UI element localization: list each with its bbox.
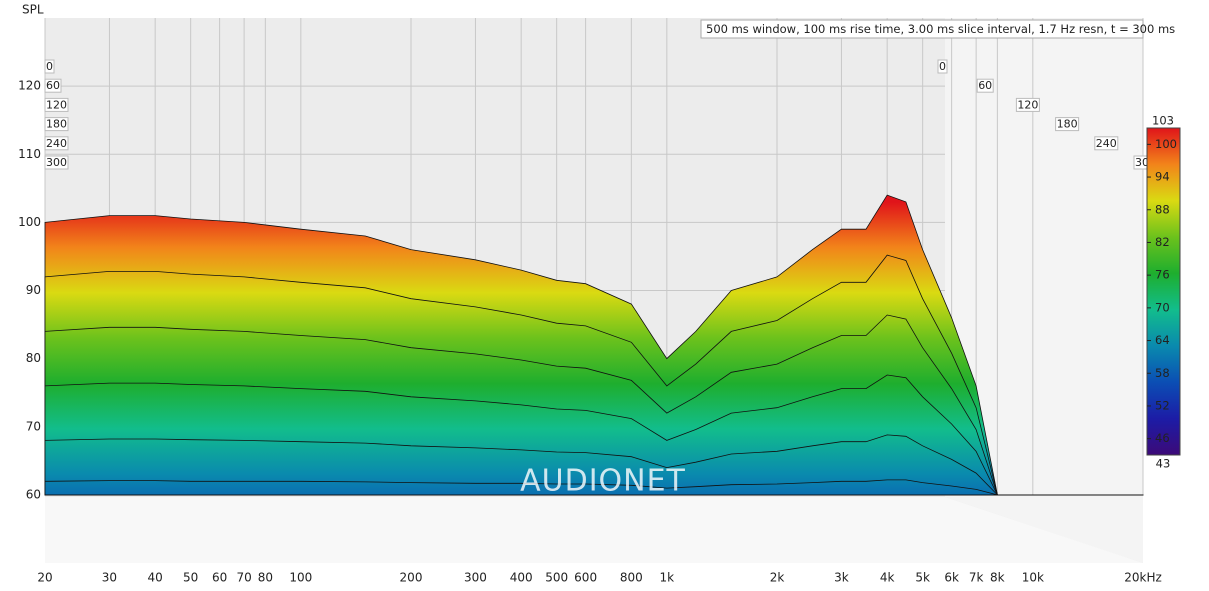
x-tick-label: 400: [510, 571, 533, 585]
x-tick-label: 40: [148, 571, 163, 585]
time-label-box: [1015, 97, 1040, 112]
watermark: AUDIONET: [520, 464, 686, 499]
annotation-box: [700, 19, 1144, 39]
time-label: 120: [46, 98, 67, 111]
time-label: 60: [46, 79, 60, 92]
y-tick-label: 60: [26, 487, 41, 501]
time-label-box: [44, 97, 69, 112]
y-tick-label: 70: [26, 419, 41, 433]
x-tick-label: 8k: [990, 571, 1005, 585]
time-label: 300: [46, 156, 67, 169]
x-tick-label: 20kHz: [1124, 571, 1162, 585]
colorbar-tick-label: 52: [1155, 398, 1170, 412]
x-tick-label: 4k: [880, 571, 895, 585]
x-tick-label: 50: [183, 571, 198, 585]
colorbar-tick-label: 64: [1155, 333, 1170, 347]
time-label: 60: [978, 79, 992, 92]
colorbar-min-label: 43: [1156, 457, 1171, 471]
x-tick-label: 2k: [770, 571, 785, 585]
x-tick-label: 3k: [834, 571, 849, 585]
floor: [45, 497, 1143, 563]
x-tick-label: 100: [289, 571, 312, 585]
x-tick-label: 6k: [944, 571, 959, 585]
time-label: 0: [46, 60, 53, 73]
time-label: 180: [46, 118, 67, 131]
colorbar-tick-label: 76: [1155, 268, 1170, 282]
x-tick-label: 300: [464, 571, 487, 585]
annotation: 500 ms window, 100 ms rise time, 3.00 ms…: [706, 22, 1175, 36]
time-label: 240: [1096, 137, 1117, 150]
x-tick-label: 30: [102, 571, 117, 585]
x-tick-label: 7k: [969, 571, 984, 585]
time-label: 120: [1017, 98, 1038, 111]
x-tick-label: 60: [212, 571, 227, 585]
x-tick-label: 600: [574, 571, 597, 585]
y-tick-label: 90: [26, 283, 41, 297]
colorbar-tick-label: 100: [1155, 137, 1177, 151]
colorbar-tick-label: 58: [1155, 366, 1170, 380]
slices: [44, 194, 1144, 496]
time-label-box: [976, 78, 994, 93]
time-label: 0: [939, 60, 946, 73]
colorbar-max-label: 103: [1152, 114, 1174, 128]
side-wall: [945, 18, 1143, 563]
time-label-box: [44, 155, 69, 170]
x-tick-label: 500: [545, 571, 568, 585]
labels: 60 70 80 90 100 110 120 20 30 40 50 60 70 80 100 200 300…: [18, 59, 1162, 585]
x-tick-label: 1k: [660, 571, 675, 585]
y-axis-label: SPL: [22, 3, 44, 17]
colorbar-tick-label: 82: [1155, 235, 1170, 249]
x-tick-label: 5k: [915, 571, 930, 585]
time-label: 180: [1057, 118, 1078, 131]
time-label-box: [44, 78, 62, 93]
x-tick-label: 800: [620, 571, 643, 585]
x-tick-label: 70: [236, 571, 251, 585]
y-tick-label: 120: [18, 79, 41, 93]
x-tick-label: 10k: [1022, 571, 1044, 585]
time-label-box: [44, 136, 69, 151]
time-label-box: [1094, 136, 1119, 151]
time-label-box: [1055, 117, 1080, 132]
x-tick-label: 20: [37, 571, 52, 585]
time-label-box: [937, 59, 948, 74]
colorbar: [1146, 127, 1181, 456]
colorbar-tick-label: 46: [1155, 431, 1170, 445]
y-tick-label: 110: [18, 147, 41, 161]
colorbar-tick-label: 70: [1155, 300, 1170, 314]
y-tick-label: 80: [26, 351, 41, 365]
time-label: 240: [46, 137, 67, 150]
x-tick-label: 80: [258, 571, 273, 585]
time-label-box: [44, 59, 55, 74]
slice: [44, 479, 1144, 496]
time-label-box: [44, 117, 69, 132]
colorbar-tick-label: 94: [1155, 170, 1170, 184]
colorbar-tick-label: 88: [1155, 202, 1170, 216]
y-tick-label: 100: [18, 215, 41, 229]
x-tick-label: 200: [400, 571, 423, 585]
